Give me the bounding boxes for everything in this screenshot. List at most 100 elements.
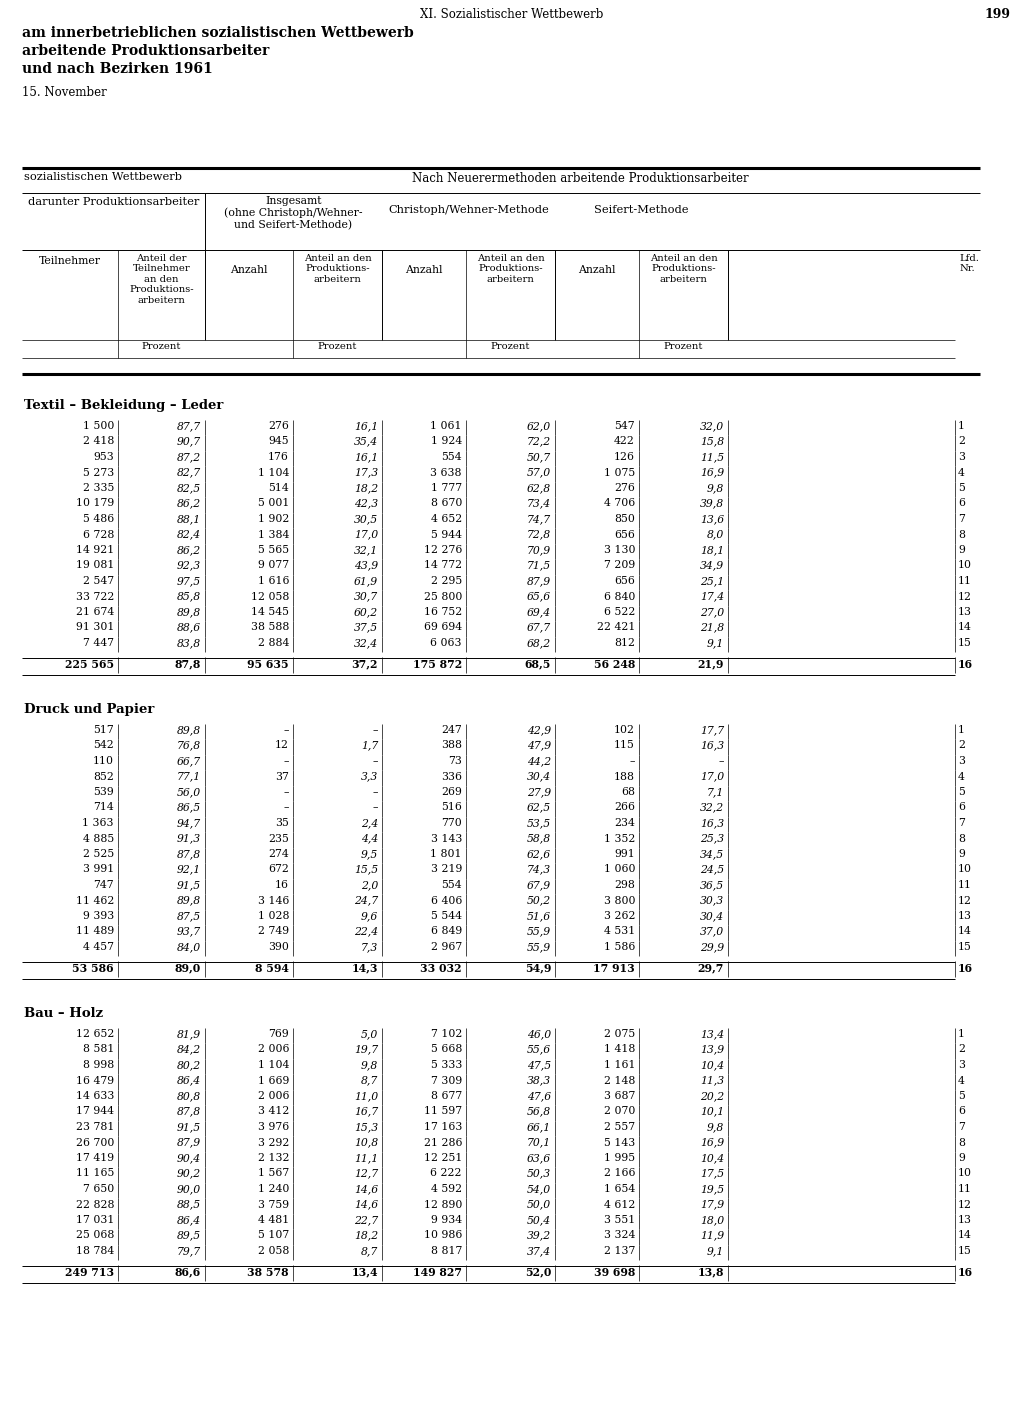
Text: 84,2: 84,2: [177, 1044, 201, 1054]
Text: 5,0: 5,0: [360, 1029, 378, 1039]
Text: 1 669: 1 669: [258, 1075, 289, 1085]
Text: 18,0: 18,0: [699, 1216, 724, 1225]
Text: 10,4: 10,4: [699, 1152, 724, 1164]
Text: 37,5: 37,5: [354, 622, 378, 632]
Text: 2 967: 2 967: [431, 942, 462, 952]
Text: 225 565: 225 565: [65, 659, 114, 670]
Text: 16 752: 16 752: [424, 607, 462, 617]
Text: 274: 274: [268, 850, 289, 859]
Text: 44,2: 44,2: [527, 756, 551, 765]
Text: 17,0: 17,0: [699, 771, 724, 781]
Text: 2 006: 2 006: [257, 1044, 289, 1054]
Text: 17,0: 17,0: [354, 530, 378, 540]
Text: 9,5: 9,5: [360, 850, 378, 859]
Text: 10: 10: [958, 865, 972, 875]
Text: 13: 13: [958, 1216, 972, 1225]
Text: 17,9: 17,9: [699, 1200, 724, 1210]
Text: 19,7: 19,7: [354, 1044, 378, 1054]
Text: 188: 188: [614, 771, 635, 781]
Text: 554: 554: [441, 451, 462, 463]
Text: 29,7: 29,7: [697, 963, 724, 973]
Text: 9: 9: [958, 1152, 965, 1164]
Text: 25 068: 25 068: [76, 1231, 114, 1241]
Text: 1 654: 1 654: [604, 1185, 635, 1195]
Text: Anteil der
Teilnehmer
an den
Produktions-
arbeitern: Anteil der Teilnehmer an den Produktions…: [129, 254, 194, 304]
Text: 12: 12: [275, 740, 289, 750]
Text: 25 800: 25 800: [424, 592, 462, 601]
Text: 47,6: 47,6: [527, 1091, 551, 1101]
Text: 14 633: 14 633: [76, 1091, 114, 1101]
Text: 714: 714: [93, 802, 114, 813]
Text: 3: 3: [958, 756, 965, 765]
Text: 11: 11: [958, 880, 972, 890]
Text: 3 262: 3 262: [603, 911, 635, 921]
Text: 38,3: 38,3: [527, 1075, 551, 1085]
Text: 13: 13: [958, 911, 972, 921]
Text: 38 578: 38 578: [248, 1266, 289, 1277]
Text: 3 146: 3 146: [258, 896, 289, 906]
Text: 110: 110: [93, 756, 114, 765]
Text: 17 163: 17 163: [424, 1122, 462, 1131]
Text: 2,4: 2,4: [360, 817, 378, 829]
Text: 50,4: 50,4: [527, 1216, 551, 1225]
Text: –: –: [284, 787, 289, 796]
Text: 46,0: 46,0: [527, 1029, 551, 1039]
Text: 88,1: 88,1: [177, 515, 201, 524]
Text: 23 781: 23 781: [76, 1122, 114, 1131]
Text: 35,4: 35,4: [354, 436, 378, 446]
Text: 9,8: 9,8: [360, 1060, 378, 1070]
Text: 50,2: 50,2: [527, 896, 551, 906]
Text: 5 107: 5 107: [258, 1231, 289, 1241]
Text: 16: 16: [275, 880, 289, 890]
Text: 65,6: 65,6: [527, 592, 551, 601]
Text: 17 419: 17 419: [76, 1152, 114, 1164]
Text: 3 638: 3 638: [430, 467, 462, 478]
Text: 21,9: 21,9: [697, 659, 724, 670]
Text: 850: 850: [614, 515, 635, 524]
Text: 9 393: 9 393: [83, 911, 114, 921]
Text: Anzahl: Anzahl: [579, 265, 615, 275]
Text: 39,2: 39,2: [527, 1231, 551, 1241]
Text: 90,7: 90,7: [177, 436, 201, 446]
Text: 3 324: 3 324: [603, 1231, 635, 1241]
Text: 1 363: 1 363: [83, 817, 114, 829]
Text: Nach Neuerermethoden arbeitende Produktionsarbeiter: Nach Neuerermethoden arbeitende Produkti…: [412, 172, 749, 185]
Text: 87,8: 87,8: [175, 659, 201, 670]
Text: 95 635: 95 635: [248, 659, 289, 670]
Text: 12 652: 12 652: [76, 1029, 114, 1039]
Text: 9,8: 9,8: [707, 1122, 724, 1131]
Text: 67,9: 67,9: [527, 880, 551, 890]
Text: 42,3: 42,3: [354, 499, 378, 509]
Text: 7: 7: [958, 817, 965, 829]
Text: 4: 4: [958, 771, 965, 781]
Text: 9,8: 9,8: [707, 484, 724, 494]
Text: 33 722: 33 722: [76, 592, 114, 601]
Text: 70,9: 70,9: [527, 545, 551, 555]
Text: –: –: [373, 756, 378, 765]
Text: 21,8: 21,8: [699, 622, 724, 632]
Text: 18 784: 18 784: [76, 1246, 114, 1256]
Text: 7,1: 7,1: [707, 787, 724, 796]
Text: Anzahl: Anzahl: [406, 265, 442, 275]
Text: 37,4: 37,4: [527, 1246, 551, 1256]
Text: 17 944: 17 944: [76, 1106, 114, 1116]
Text: 62,0: 62,0: [527, 421, 551, 430]
Text: 2: 2: [958, 436, 965, 446]
Text: 3: 3: [958, 451, 965, 463]
Text: Prozent: Prozent: [664, 342, 703, 350]
Text: 8,7: 8,7: [360, 1246, 378, 1256]
Text: 115: 115: [614, 740, 635, 750]
Text: 89,8: 89,8: [177, 607, 201, 617]
Text: 60,2: 60,2: [354, 607, 378, 617]
Text: 57,0: 57,0: [527, 467, 551, 478]
Text: 50,0: 50,0: [527, 1200, 551, 1210]
Text: 3 976: 3 976: [258, 1122, 289, 1131]
Text: 12: 12: [958, 896, 972, 906]
Text: 70,1: 70,1: [527, 1137, 551, 1147]
Text: 12 890: 12 890: [424, 1200, 462, 1210]
Text: 74,3: 74,3: [527, 865, 551, 875]
Text: 6 522: 6 522: [603, 607, 635, 617]
Text: 81,9: 81,9: [177, 1029, 201, 1039]
Text: 199: 199: [984, 8, 1010, 21]
Text: 82,4: 82,4: [177, 530, 201, 540]
